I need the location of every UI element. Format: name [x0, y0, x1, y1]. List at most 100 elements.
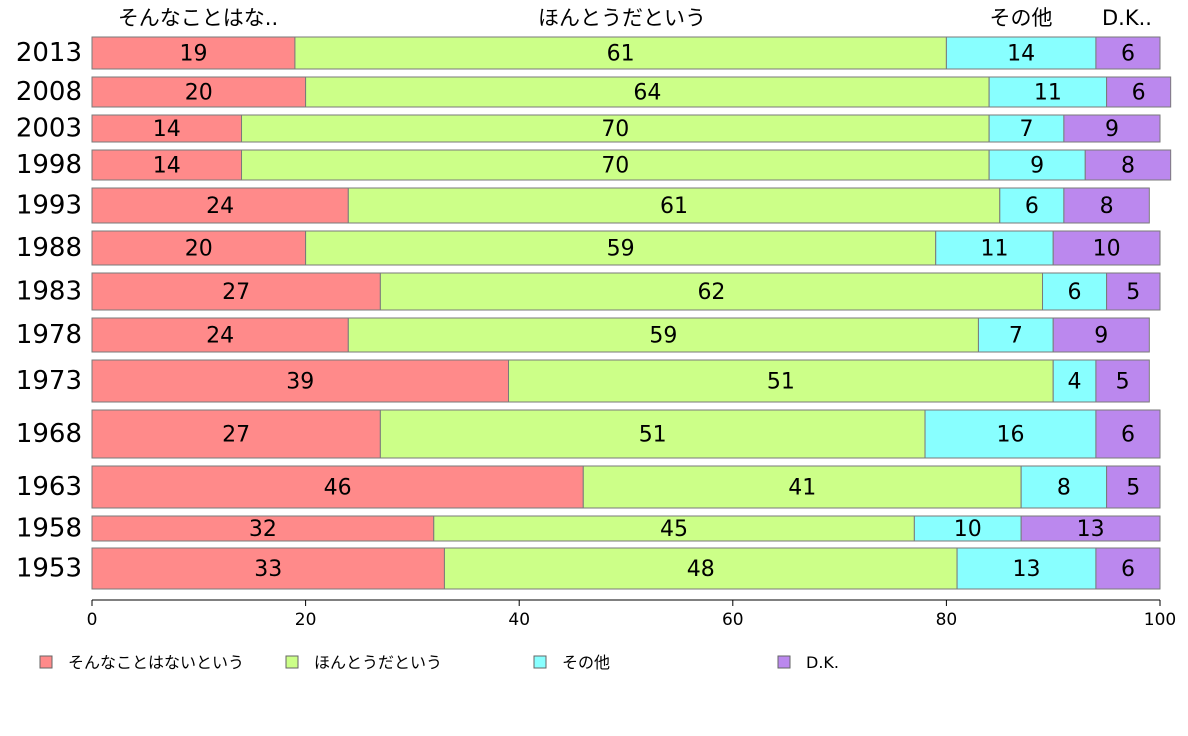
bar-segment [241, 149, 990, 181]
bar-segment [1106, 465, 1161, 509]
bar-segment [945, 36, 1097, 70]
bar-value-label: 6 [1068, 280, 1082, 305]
bar-value-label: 27 [222, 280, 250, 305]
legend-swatch [285, 655, 299, 669]
bar-value-label: 33 [254, 557, 282, 582]
bar-value-label: 14 [153, 117, 181, 142]
bar-segment [305, 76, 990, 108]
bar-segment [913, 515, 1022, 542]
bar-segment [956, 547, 1097, 590]
bar-segment [294, 36, 947, 70]
year-label: 2003 [16, 114, 82, 144]
legend-label: そんなことはないという [68, 653, 244, 672]
bar-value-label: 46 [324, 476, 352, 501]
bar-value-label: 4 [1068, 370, 1082, 395]
bar-value-label: 8 [1100, 194, 1114, 219]
bar-value-label: 9 [1105, 117, 1119, 142]
bar-value-label: 8 [1121, 154, 1135, 179]
year-label: 1983 [16, 277, 82, 307]
bar-value-label: 59 [607, 237, 635, 262]
bar-segment [1063, 187, 1150, 224]
bar-segment [988, 76, 1108, 108]
bar-value-label: 6 [1121, 42, 1135, 67]
bar-segment [379, 409, 926, 459]
bar-segment [91, 149, 243, 181]
bar-segment [1095, 409, 1161, 459]
year-label: 2008 [16, 77, 82, 107]
bar-value-label: 32 [249, 517, 277, 542]
year-label: 1978 [16, 320, 82, 350]
bar-segment [508, 359, 1054, 403]
legend-label: ほんとうだという [314, 653, 442, 672]
legend-label: その他 [562, 653, 610, 672]
bar-value-label: 70 [601, 117, 629, 142]
year-label: 1968 [16, 419, 82, 449]
bar-value-label: 48 [687, 557, 715, 582]
year-label: 1963 [16, 472, 82, 502]
bar-value-label: 62 [697, 280, 725, 305]
bar-segment [305, 230, 937, 266]
bar-value-label: 13 [1013, 557, 1041, 582]
bar-value-label: 51 [767, 370, 795, 395]
bar-value-label: 70 [601, 154, 629, 179]
x-tick-label: 80 [936, 610, 958, 630]
x-tick-label: 0 [87, 610, 98, 630]
bar-value-label: 10 [954, 517, 982, 542]
bar-segment [935, 230, 1054, 266]
bar-segment [443, 547, 958, 590]
bar-value-label: 41 [788, 476, 816, 501]
year-label: 1953 [16, 554, 82, 584]
x-tick-label: 60 [722, 610, 744, 630]
bar-segment [91, 465, 584, 509]
bar-value-label: 20 [185, 81, 213, 106]
bar-segment [1042, 272, 1108, 311]
bar-value-label: 61 [607, 42, 635, 67]
year-label: 1988 [16, 233, 82, 263]
bar-segment [999, 187, 1065, 224]
bar-value-label: 7 [1009, 324, 1023, 349]
bar-segment [1052, 317, 1150, 353]
top-series-label: そんなことはな.. [118, 6, 278, 30]
bar-value-label: 9 [1094, 324, 1108, 349]
bar-segment [91, 114, 243, 143]
year-label: 1993 [16, 191, 82, 221]
bar-segment [347, 187, 1001, 224]
bar-value-label: 14 [153, 154, 181, 179]
legend-swatch [777, 655, 791, 669]
bar-segment [1063, 114, 1161, 143]
bar-value-label: 24 [206, 194, 234, 219]
bar-value-label: 20 [185, 237, 213, 262]
bar-segment [91, 230, 307, 266]
bar-segment [91, 317, 349, 353]
bar-value-label: 16 [996, 423, 1024, 448]
x-tick-label: 20 [295, 610, 317, 630]
bar-value-label: 6 [1025, 194, 1039, 219]
bar-value-label: 64 [633, 81, 661, 106]
top-series-label: その他 [990, 6, 1053, 30]
bar-value-label: 13 [1077, 517, 1105, 542]
year-label: 1958 [16, 514, 82, 544]
bar-segment [1020, 465, 1108, 509]
bar-segment [91, 547, 445, 590]
bar-value-label: 6 [1121, 557, 1135, 582]
bar-segment [241, 114, 990, 143]
year-label: 2013 [16, 38, 82, 68]
bar-segment [1095, 547, 1161, 590]
year-label: 1998 [16, 150, 82, 180]
bar-segment [91, 76, 307, 108]
bar-segment [977, 317, 1054, 353]
x-tick-label: 40 [508, 610, 530, 630]
bar-segment [1095, 36, 1161, 70]
bar-value-label: 6 [1121, 423, 1135, 448]
x-tick-label: 100 [1144, 610, 1176, 630]
bar-value-label: 59 [649, 324, 677, 349]
year-label: 1973 [16, 366, 82, 396]
bar-segment [1084, 149, 1172, 181]
bar-value-label: 8 [1057, 476, 1071, 501]
bar-value-label: 7 [1020, 117, 1034, 142]
bar-value-label: 45 [660, 517, 688, 542]
bar-segment [433, 515, 915, 542]
bar-value-label: 5 [1116, 370, 1130, 395]
bar-value-label: 5 [1126, 476, 1140, 501]
